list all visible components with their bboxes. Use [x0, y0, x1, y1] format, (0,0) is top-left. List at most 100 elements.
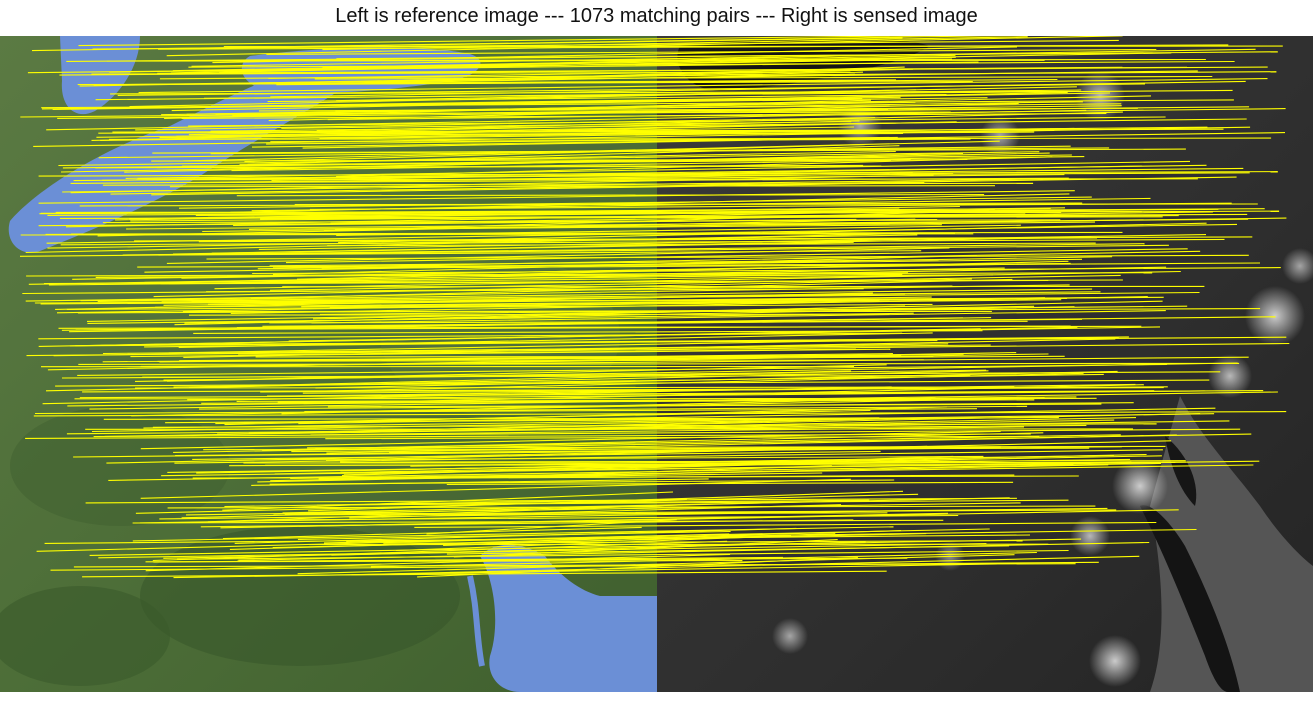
match-line: [166, 364, 887, 382]
match-line: [238, 541, 1150, 561]
match-line: [72, 262, 1071, 280]
match-line: [167, 505, 1096, 509]
match-line: [302, 137, 874, 149]
match-line: [314, 75, 1213, 80]
match-line: [155, 296, 1134, 308]
match-line: [140, 430, 1001, 450]
match-line: [188, 116, 1166, 127]
match-line: [80, 288, 1093, 302]
match-line: [185, 502, 1021, 516]
match-line: [295, 164, 1207, 179]
match-line: [285, 383, 1136, 397]
match-line: [248, 221, 1096, 230]
match-line: [122, 243, 1145, 256]
match-line: [329, 299, 1062, 308]
match-line: [315, 73, 856, 85]
match-line: [169, 185, 996, 188]
match-line: [232, 105, 1122, 117]
match-line: [104, 419, 1115, 437]
match-line: [103, 417, 922, 420]
match-line: [57, 106, 1250, 119]
match-line: [152, 423, 1157, 428]
match-line: [274, 464, 756, 475]
match-line: [77, 308, 1261, 314]
match-line: [272, 254, 977, 275]
match-line: [262, 432, 1044, 451]
match-line: [266, 48, 1157, 55]
match-line: [95, 89, 1082, 101]
match-line: [284, 509, 1117, 515]
match-line: [272, 533, 927, 549]
match-line: [134, 386, 1015, 389]
figure-title: Left is reference image --- 1073 matchin…: [335, 5, 978, 27]
match-line: [85, 497, 1017, 504]
match-line: [161, 291, 1200, 303]
match-line: [46, 109, 1087, 131]
match-line: [184, 306, 1075, 324]
match-line: [79, 202, 1083, 207]
match-line: [151, 182, 925, 196]
match-line: [62, 178, 1043, 193]
match-line: [285, 248, 1188, 264]
match-line: [252, 418, 888, 435]
match-line: [130, 348, 891, 358]
match-line: [60, 238, 1225, 246]
match-line: [22, 285, 953, 295]
match-line: [243, 461, 1176, 464]
match-line: [322, 36, 1028, 51]
match-line: [181, 154, 1072, 167]
match-line: [210, 118, 1247, 132]
lake-erie: [8, 54, 371, 253]
match-line: [157, 359, 924, 362]
match-line: [272, 37, 903, 48]
match-line: [414, 521, 1157, 528]
match-line: [200, 519, 854, 528]
match-line: [267, 93, 947, 103]
match-line: [319, 129, 1055, 140]
match-line: [266, 390, 1155, 397]
match-line: [134, 236, 1253, 242]
match-line: [169, 266, 1167, 285]
match-line: [257, 455, 984, 461]
match-line: [75, 325, 1071, 331]
match-line: [282, 497, 1010, 514]
match-line: [177, 549, 1069, 560]
match-line: [151, 158, 911, 162]
match-line: [110, 176, 1237, 195]
match-line: [47, 208, 1265, 216]
match-line: [318, 474, 1015, 480]
match-line: [215, 409, 871, 425]
match-line: [341, 455, 954, 477]
match-line: [221, 213, 1248, 219]
match-line: [93, 428, 1241, 438]
match-line: [336, 224, 1021, 236]
match-line: [20, 233, 974, 236]
match-line: [187, 390, 1205, 401]
match-line: [58, 151, 1040, 167]
match-line: [67, 396, 1077, 407]
match-line: [25, 284, 1070, 302]
match-line: [237, 557, 908, 562]
match-line: [168, 339, 888, 354]
match-line: [174, 449, 1163, 464]
match-line: [66, 303, 933, 310]
match-line: [59, 66, 1123, 76]
match-line: [251, 197, 1151, 212]
match-line: [130, 213, 1026, 222]
match-line: [290, 464, 1254, 480]
match-line: [268, 68, 909, 79]
match-line: [159, 126, 1208, 139]
match-line: [26, 342, 1290, 357]
match-line: [215, 95, 1152, 116]
match-line: [178, 196, 1092, 209]
match-line: [38, 326, 1078, 347]
match-line: [38, 218, 938, 227]
match-line: [310, 426, 1025, 436]
match-line: [236, 194, 985, 197]
match-line: [73, 167, 1244, 182]
match-line: [47, 234, 918, 249]
match-line: [188, 370, 852, 388]
match-line: [78, 362, 1240, 365]
chesapeake-bay: [480, 544, 600, 692]
match-line: [102, 344, 991, 355]
